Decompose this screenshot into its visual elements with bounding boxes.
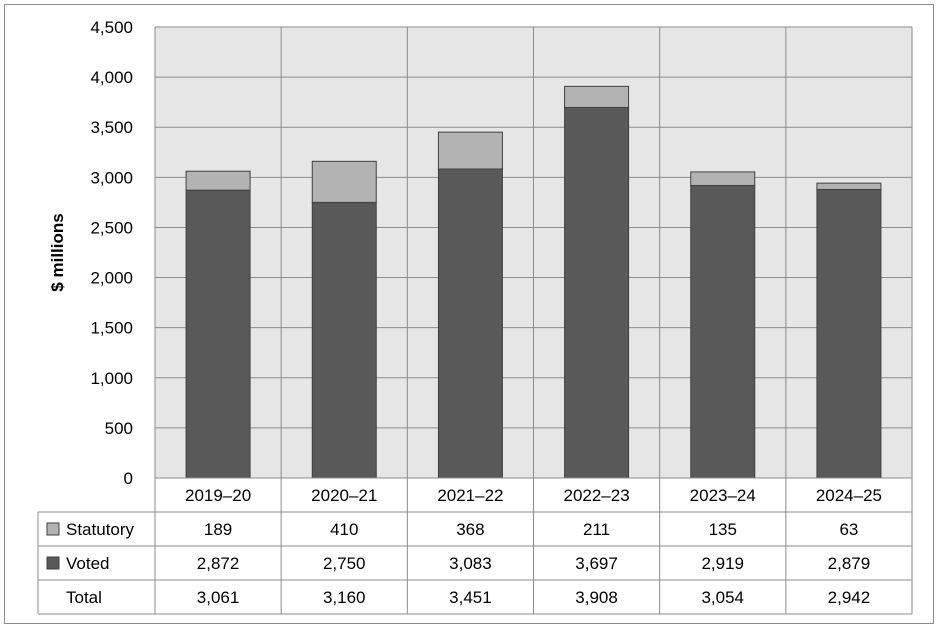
table-header-cell: 2019–20 [185, 486, 251, 505]
bars [185, 85, 882, 479]
table-row-label: Statutory [66, 520, 135, 539]
table-cell: 2,750 [323, 554, 366, 573]
table-header-cell: 2024–25 [816, 486, 882, 505]
y-tick-label: 1,000 [90, 369, 133, 388]
y-tick-label: 0 [124, 469, 133, 488]
table-header-cell: 2023–24 [690, 486, 756, 505]
y-tick-label: 2,500 [90, 218, 133, 237]
table-cell: 3,451 [449, 588, 492, 607]
table-cell: 2,942 [828, 588, 871, 607]
y-tick-label: 3,500 [90, 118, 133, 137]
data-table: 2019–20 2020–21 2021–22 2022–23 2023–24 2024–… [37, 27, 913, 615]
bar-statutory-5 [690, 171, 756, 186]
y-tick-label: 4,500 [90, 18, 133, 37]
table-row-label: Total [66, 588, 102, 607]
legend-key-statutory [46, 522, 60, 536]
table-cell: 189 [204, 520, 232, 539]
table-cell: 2,872 [197, 554, 240, 573]
table-cell: 3,054 [701, 588, 744, 607]
table-cell: 63 [839, 520, 858, 539]
table-row-label: Voted [66, 554, 110, 573]
y-axis-ticks: 0 500 1,000 1,500 2,000 2,500 3,000 3,500 4,000 4… [90, 18, 133, 488]
table-cell: 2,879 [828, 554, 871, 573]
table-cell: 3,083 [449, 554, 492, 573]
bar-statutory-6 [816, 182, 882, 190]
y-tick-label: 3,000 [90, 168, 133, 187]
table-cell: 368 [456, 520, 484, 539]
y-axis-label: $ millions [48, 213, 67, 291]
table-cell: 135 [709, 520, 737, 539]
y-tick-label: 1,500 [90, 319, 133, 338]
bar-voted-3 [437, 168, 503, 479]
bar-statutory-4 [564, 85, 630, 108]
y-tick-label: 2,000 [90, 269, 133, 288]
bar-statutory-1 [185, 170, 251, 191]
bar-voted-1 [185, 189, 251, 479]
y-tick-label: 4,000 [90, 68, 133, 87]
bar-statutory-3 [437, 131, 503, 170]
table-cell: 3,061 [197, 588, 240, 607]
table-cell: 3,697 [575, 554, 618, 573]
table-cell: 211 [583, 520, 610, 539]
table-header-cell: 2022–23 [563, 486, 629, 505]
bar-statutory-2 [311, 160, 377, 203]
legend-key-voted [46, 556, 60, 570]
table-header-cell: 2021–22 [437, 486, 503, 505]
bar-voted-4 [564, 106, 630, 479]
table-cell: 410 [330, 520, 358, 539]
bar-voted-2 [311, 201, 377, 479]
table-cell: 3,908 [575, 588, 618, 607]
table-cell: 2,919 [701, 554, 744, 573]
table-cell: 3,160 [323, 588, 366, 607]
bar-voted-5 [690, 184, 756, 479]
table-header-cell: 2020–21 [311, 486, 377, 505]
y-tick-label: 500 [105, 419, 133, 438]
bar-voted-6 [816, 188, 882, 479]
